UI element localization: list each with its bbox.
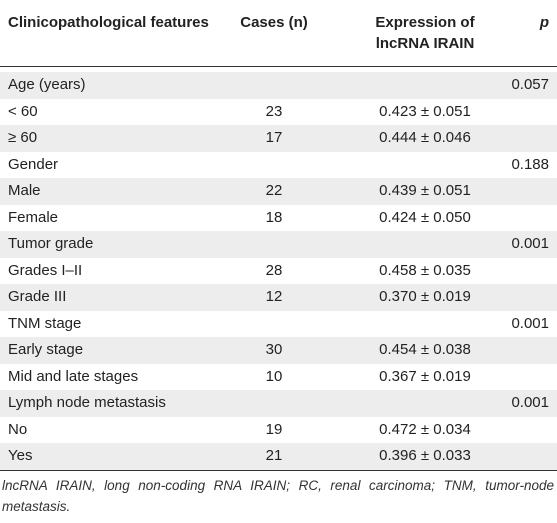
cell-expression: 0.370 ± 0.019 bbox=[379, 288, 471, 305]
cell-feature: No bbox=[8, 420, 28, 438]
cell-expression: 0.444 ± 0.046 bbox=[379, 129, 471, 146]
cell-expression: 0.454 ± 0.038 bbox=[379, 341, 471, 358]
table-row: Age (years) 0.057 bbox=[0, 72, 557, 99]
cell-feature: Mid and late stages bbox=[8, 367, 139, 385]
cell-p: 0.001 bbox=[511, 314, 549, 332]
cell-feature: < 60 bbox=[8, 102, 38, 120]
cell-p: 0.001 bbox=[511, 235, 549, 252]
table-footnote: lncRNA IRAIN, long non-coding RNA IRAIN;… bbox=[2, 478, 554, 514]
cell-feature: Male bbox=[8, 182, 41, 199]
table-row: Male 22 0.439 ± 0.051 bbox=[0, 178, 557, 205]
cell-feature: Female bbox=[8, 208, 59, 226]
table-row: Early stage 30 0.454 ± 0.038 bbox=[0, 337, 557, 364]
header-cases: Cases (n) bbox=[240, 14, 308, 31]
cell-cases: 10 bbox=[265, 367, 283, 385]
cell-feature: ≥ 60 bbox=[8, 129, 38, 146]
cell-cases: 19 bbox=[265, 420, 283, 438]
cell-cases: 18 bbox=[265, 208, 283, 226]
cell-feature: TNM stage bbox=[8, 314, 82, 332]
cell-feature: Lymph node metastasis bbox=[8, 394, 166, 411]
header-expression-line2: lncRNA IRAIN bbox=[375, 35, 475, 52]
cell-expression: 0.458 ± 0.035 bbox=[379, 261, 471, 279]
cell-expression: 0.439 ± 0.051 bbox=[379, 182, 471, 199]
cell-cases: 23 bbox=[265, 102, 283, 120]
cell-cases: 17 bbox=[265, 129, 283, 146]
cell-cases: 30 bbox=[265, 341, 283, 358]
header-expression: Expression of lncRNA IRAIN bbox=[355, 12, 495, 54]
table-row: Gender 0.188 bbox=[0, 152, 557, 179]
cell-cases: 28 bbox=[265, 261, 283, 279]
table-row: Female 18 0.424 ± 0.050 bbox=[0, 205, 557, 232]
table-row: Grade III 12 0.370 ± 0.019 bbox=[0, 284, 557, 311]
table-row: TNM stage 0.001 bbox=[0, 311, 557, 338]
cell-feature: Yes bbox=[8, 447, 33, 464]
cell-feature: Early stage bbox=[8, 341, 84, 358]
header-feature: Clinicopathological features bbox=[8, 14, 209, 31]
header-p: p bbox=[539, 14, 549, 31]
header-rule bbox=[0, 66, 557, 67]
table-row: Lymph node metastasis 0.001 bbox=[0, 390, 557, 417]
table-row: ≥ 60 17 0.444 ± 0.046 bbox=[0, 125, 557, 152]
table-row: Grades I–II 28 0.458 ± 0.035 bbox=[0, 258, 557, 285]
cell-feature: Gender bbox=[8, 155, 59, 173]
cell-cases: 21 bbox=[265, 447, 283, 464]
bottom-rule bbox=[0, 470, 557, 471]
cell-feature: Grades I–II bbox=[8, 261, 83, 279]
cell-feature: Age (years) bbox=[8, 76, 86, 93]
cell-expression: 0.367 ± 0.019 bbox=[379, 367, 471, 385]
cell-expression: 0.424 ± 0.050 bbox=[379, 208, 471, 226]
table-row: Mid and late stages 10 0.367 ± 0.019 bbox=[0, 364, 557, 391]
header-expression-line1: Expression of bbox=[375, 14, 475, 31]
table-row: Yes 21 0.396 ± 0.033 bbox=[0, 443, 557, 470]
table-row: < 60 23 0.423 ± 0.051 bbox=[0, 99, 557, 126]
cell-cases: 22 bbox=[265, 182, 283, 199]
cell-cases: 12 bbox=[265, 288, 283, 305]
cell-p: 0.057 bbox=[511, 76, 549, 93]
cell-p: 0.188 bbox=[511, 155, 549, 173]
cell-feature: Tumor grade bbox=[8, 235, 94, 252]
cell-expression: 0.423 ± 0.051 bbox=[379, 102, 471, 120]
cell-p: 0.001 bbox=[511, 394, 549, 411]
table-row: Tumor grade 0.001 bbox=[0, 231, 557, 258]
table-row: No 19 0.472 ± 0.034 bbox=[0, 417, 557, 444]
cell-expression: 0.472 ± 0.034 bbox=[379, 420, 471, 438]
cell-feature: Grade III bbox=[8, 288, 67, 305]
cell-expression: 0.396 ± 0.033 bbox=[379, 447, 471, 464]
